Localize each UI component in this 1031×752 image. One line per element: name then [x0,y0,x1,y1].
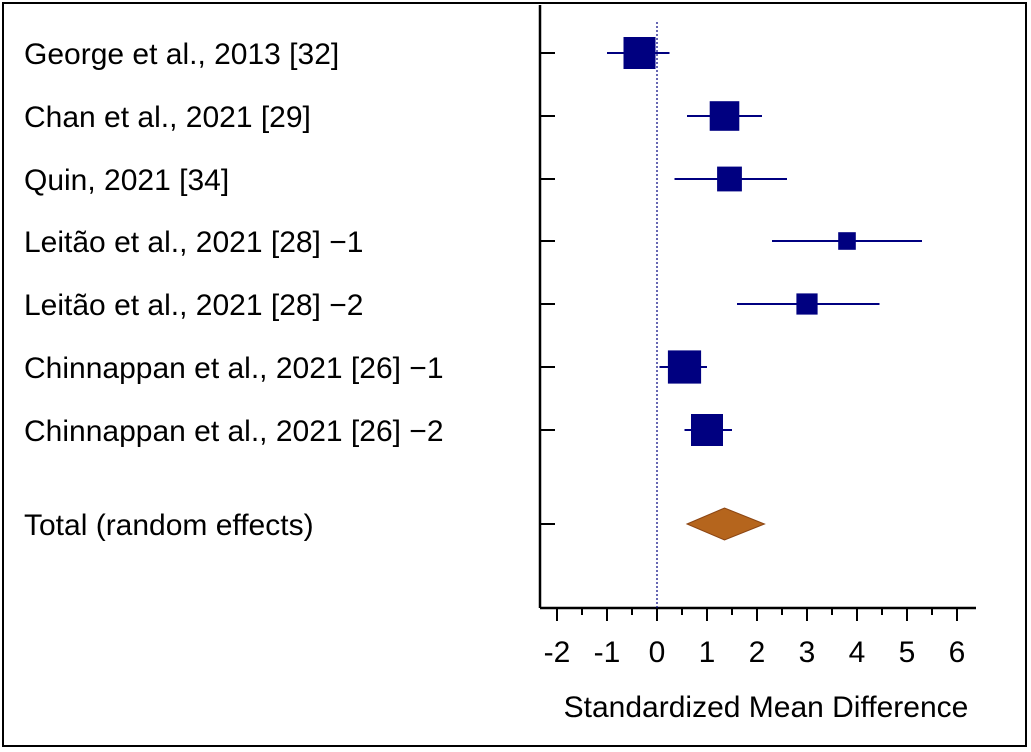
study-label: George et al., 2013 [32] [24,38,339,71]
point-estimate-square [796,293,818,315]
axes [538,5,976,610]
pooled-diamond [685,507,766,541]
y-axis-ticks [540,52,555,525]
point-estimate-square [838,232,856,250]
x-tick-label: 5 [899,636,916,669]
x-tick-label: 1 [699,636,716,669]
x-tick-label: 3 [799,636,816,669]
x-tick-label: -1 [594,636,621,669]
point-estimate-square [623,37,656,69]
study-label: Chan et al., 2021 [29] [24,101,311,134]
x-axis-ticks: -2 -1 0 1 2 3 4 5 6 [544,608,966,669]
study-marks [607,37,922,541]
x-axis-title: Standardized Mean Difference [564,691,969,724]
x-tick-label: 0 [649,636,666,669]
study-label: Quin, 2021 [34] [24,164,229,197]
point-estimate-square [667,350,702,384]
x-tick-label: 2 [749,636,766,669]
study-label: Chinnappan et al., 2021 [26] −2 [24,415,444,448]
x-tick-label: 6 [949,636,966,669]
point-estimate-square [717,166,742,192]
study-label: Leitão et al., 2021 [28] −2 [24,289,363,322]
point-estimate-square [691,414,723,446]
study-label: Chinnappan et al., 2021 [26] −1 [24,352,444,385]
x-tick-label: 4 [849,636,866,669]
study-labels: George et al., 2013 [32] Chan et al., 202… [24,38,444,542]
study-label: Leitão et al., 2021 [28] −1 [24,226,363,259]
pooled-label: Total (random effects) [24,509,314,542]
x-tick-label: -2 [544,636,571,669]
point-estimate-square [709,101,740,131]
